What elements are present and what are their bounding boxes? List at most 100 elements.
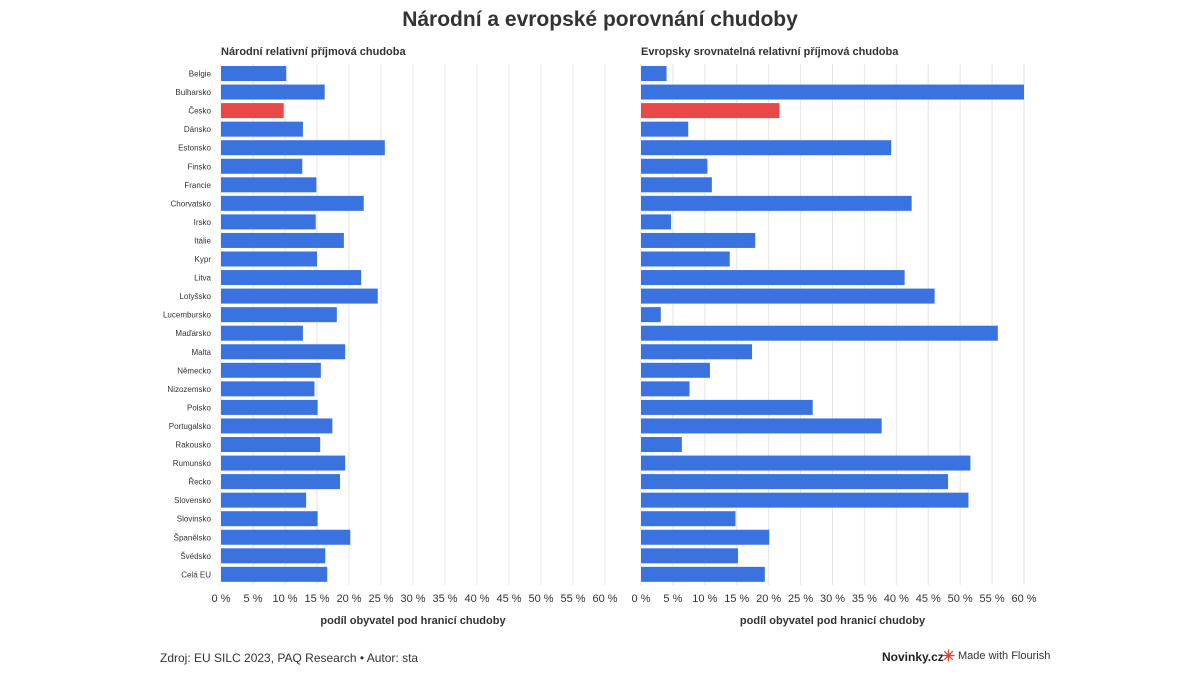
right-bar-item (641, 325, 998, 341)
right-bar-item (641, 566, 765, 582)
category-label: Malta (191, 348, 211, 357)
right-x-axis-title: podíl obyvatel pod hranicí chudoby (740, 615, 926, 627)
left-bar-item (221, 474, 341, 490)
left-x-tick-label: 15 % (304, 593, 329, 605)
category-label: Irsko (194, 218, 212, 227)
right-bar-item (641, 344, 753, 360)
right-bar-item (641, 529, 770, 545)
right-x-tick-label: 20 % (756, 593, 781, 605)
left-x-tick-label: 25 % (368, 593, 393, 605)
category-label: Rumunsko (173, 459, 212, 468)
left-bar-item (221, 140, 385, 156)
left-bar-item (221, 307, 337, 323)
left-x-tick-label: 50 % (528, 593, 553, 605)
category-label: Polsko (187, 403, 212, 412)
right-bar-item (641, 492, 969, 508)
category-label: Slovinsko (177, 515, 212, 524)
right-panel-title: Evropsky srovnatelná relativní příjmová … (641, 46, 899, 58)
category-label: Portugalsko (169, 422, 212, 431)
right-bar-item (641, 158, 708, 174)
category-label: Kypr (195, 255, 212, 264)
category-label: Chorvatsko (171, 199, 212, 208)
right-bar-item (641, 474, 949, 490)
right-bar-item (641, 232, 756, 248)
left-bar-item (221, 288, 378, 304)
category-label: Lotyšsko (179, 292, 211, 301)
left-bar-item (221, 325, 303, 341)
category-label: Maďarsko (175, 329, 211, 338)
left-bar-item (221, 566, 328, 582)
left-x-tick-label: 35 % (432, 593, 457, 605)
left-bar-item (221, 195, 364, 211)
left-bar-item (221, 344, 346, 360)
category-label: Belgie (189, 70, 212, 79)
right-bar-item (641, 288, 935, 304)
category-label: Celá EU (181, 570, 211, 579)
left-bar-item (221, 214, 316, 230)
category-label: Nizozemsko (167, 385, 211, 394)
category-label: Švédsko (180, 552, 211, 561)
left-bar-item (221, 548, 326, 564)
left-bar-item (221, 158, 303, 174)
left-x-tick-label: 55 % (560, 593, 585, 605)
left-bar-item (221, 381, 315, 397)
right-bar-item (641, 195, 912, 211)
left-x-tick-label: 20 % (336, 593, 361, 605)
made-with-flourish-label: Made with Flourish (958, 649, 1051, 662)
right-x-tick-label: 50 % (948, 593, 973, 605)
left-bar-item (221, 418, 333, 434)
left-bar-item (221, 529, 351, 545)
left-x-tick-label: 10 % (272, 593, 297, 605)
right-bar-item (641, 177, 712, 193)
right-bar-item (641, 251, 730, 267)
left-bar-item (221, 84, 325, 100)
category-label: Rakousko (175, 441, 211, 450)
left-x-tick-label: 45 % (496, 593, 521, 605)
right-bar-highlight (641, 103, 780, 119)
right-x-tick-label: 5 % (663, 593, 682, 605)
category-label: Dánsko (184, 125, 212, 134)
right-bar-item (641, 307, 661, 323)
right-bar-item (641, 121, 689, 137)
source-note: Zdroj: EU SILC 2023, PAQ Research • Auto… (160, 651, 419, 665)
category-label: Lucembursko (163, 311, 212, 320)
left-bar-item (221, 270, 362, 286)
brand-logo[interactable]: Novinky.cz (882, 650, 944, 664)
left-bar-item (221, 177, 317, 193)
category-label: Finsko (187, 162, 211, 171)
left-panel-title: Národní relativní příjmová chudoba (221, 46, 406, 58)
right-x-tick-label: 15 % (724, 593, 749, 605)
category-label: Řecko (188, 478, 211, 487)
category-label: Španělsko (174, 533, 212, 542)
category-label: Bulharsko (175, 88, 211, 97)
left-x-tick-label: 40 % (464, 593, 489, 605)
right-bar-item (641, 66, 667, 81)
left-x-tick-label: 60 % (592, 593, 617, 605)
chart-title: Národní a evropské porovnání chudoby (402, 8, 798, 31)
right-x-tick-label: 45 % (916, 593, 941, 605)
category-label: Německo (177, 366, 211, 375)
left-bar-item (221, 455, 346, 471)
made-with-flourish-link[interactable]: Made with Flourish (942, 649, 1050, 662)
right-bar-item (641, 140, 892, 156)
right-bar-item (641, 437, 682, 452)
category-label: Estonsko (178, 144, 211, 153)
category-label: Slovensko (174, 496, 211, 505)
left-bar-item (221, 121, 303, 137)
right-x-tick-label: 35 % (852, 593, 877, 605)
right-bar-item (641, 511, 736, 527)
left-bar-item (221, 66, 287, 81)
right-bar-item (641, 270, 905, 286)
left-bar-item (221, 251, 317, 267)
right-x-tick-label: 60 % (1011, 593, 1036, 605)
right-x-tick-label: 30 % (820, 593, 845, 605)
category-label: Itálie (194, 236, 211, 245)
right-bar-item (641, 548, 739, 564)
right-bar-item (641, 214, 672, 230)
left-x-tick-label: 0 % (212, 593, 231, 605)
left-x-axis-title: podíl obyvatel pod hranicí chudoby (320, 615, 506, 627)
left-bar-item (221, 232, 344, 248)
right-bar-item (641, 455, 971, 471)
category-label: Francie (184, 181, 211, 190)
